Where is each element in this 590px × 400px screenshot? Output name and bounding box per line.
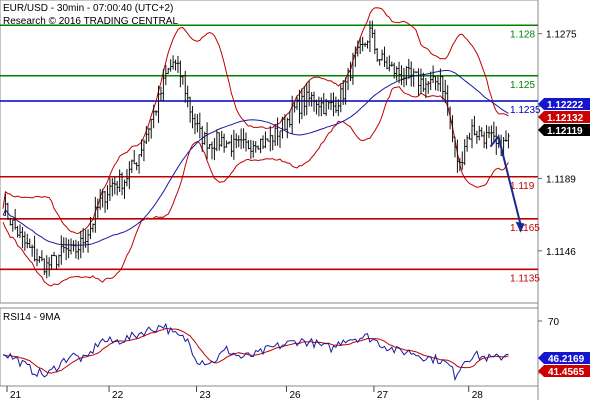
time-tick-label: 26 [289,390,301,400]
rsi-tick-label: 70 [548,317,560,328]
level-label: 1.1235 [510,105,541,116]
rsi-line [2,322,509,382]
chart-copyright: Research © 2016 TRADING CENTRAL [3,16,178,27]
level-label: 1.128 [510,29,535,40]
time-tick-label: 23 [200,390,212,400]
rsi-ma-line [2,327,509,374]
rsi-badge [538,352,590,364]
price-tick-label: 1.1146 [546,247,576,258]
time-tick-label: 28 [472,390,484,400]
price-badge-label: 1.12132 [547,113,584,124]
time-axis: 21 22 23 26 27 28 [6,386,484,400]
upper-band [2,7,509,235]
level-label: 1.119 [510,181,535,192]
price-badge-label: 1.12119 [547,126,583,137]
time-tick-label: 21 [10,390,22,400]
price-badge [538,111,590,123]
price-badge [538,98,590,110]
forecast-hook [489,136,500,148]
price-tick-label: 1.1275 [546,30,577,41]
horizontal-levels: 1.128 1.125 1.1235 1.119 1.1165 1.1135 [0,24,541,284]
price-badge [538,124,590,136]
rsi-lines [2,322,509,382]
rsi-badge-label: 41.4565 [548,367,585,378]
rsi-badges: 46.2169 41.4565 [538,352,590,378]
rsi-panel-frame [0,307,539,387]
forecast-arrow [489,136,525,233]
level-label: 1.1165 [510,223,540,234]
rsi-panel-title: RSI14 - 9MA [3,312,61,323]
price-badges: 1.12222 1.12132 1.12119 [538,98,590,137]
price-badge-label: 1.12222 [547,100,584,111]
ma-line [2,70,509,246]
price-panel-frame [0,0,539,304]
level-label: 1.1135 [510,273,540,284]
time-tick-label: 27 [377,390,389,400]
moving-average [2,70,509,246]
rsi-badge [538,365,590,377]
candlesticks [4,20,510,279]
lower-band [2,86,509,287]
time-tick-label: 22 [112,390,124,400]
chart-title: EUR/USD - 30min - 07:00:40 (UTC+2) [3,3,173,14]
forecast-shaft [497,136,522,225]
level-label: 1.125 [510,80,535,91]
forecast-head [515,221,525,233]
bollinger-bands [2,7,509,287]
price-tick-label: 1.1189 [546,174,576,185]
rsi-badge-label: 46.2169 [548,354,585,365]
